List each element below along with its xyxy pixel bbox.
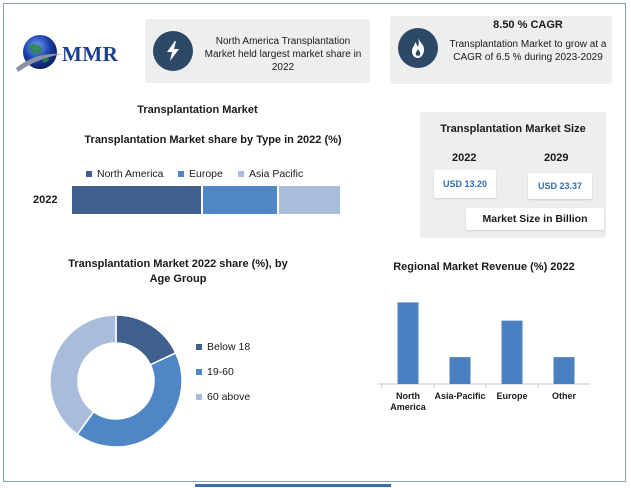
type-chart-bar	[72, 186, 342, 214]
type-bar-segment-1	[202, 186, 277, 214]
legend-swatch	[196, 394, 202, 400]
regional-bar-chart	[378, 302, 590, 388]
market-size-card: Transplantation Market Size 2022 2029 US…	[420, 112, 606, 238]
regional-bar-2	[501, 320, 523, 384]
regional-category-label-0: North America	[390, 391, 426, 412]
legend-label: 19-60	[207, 366, 234, 378]
donut-slice-1	[76, 351, 183, 448]
age-legend-item-2: 60 above	[196, 391, 250, 403]
age-donut-chart	[49, 314, 183, 448]
highlight-card-north-america: North America Transplantation Market hel…	[145, 19, 370, 83]
mmr-logo: MMR	[14, 32, 124, 82]
regional-bar-1	[449, 357, 471, 384]
globe-icon	[16, 35, 62, 72]
market-size-year-2029: 2029	[544, 152, 569, 164]
cagr-card: 8.50 % CAGR Transplantation Market to gr…	[390, 16, 612, 84]
flame-icon	[398, 28, 438, 68]
regional-category-label-2: Europe	[496, 391, 528, 401]
market-size-value-2029: USD 23.37	[528, 173, 592, 199]
lightning-icon	[153, 31, 193, 71]
legend-swatch	[86, 171, 92, 177]
legend-label: North America	[97, 168, 164, 180]
cagr-text: Transplantation Market to grow at a CAGR…	[449, 39, 607, 63]
logo-text: MMR	[62, 42, 119, 66]
type-chart-category-label: 2022	[33, 194, 58, 206]
regional-category-label-3: Other	[551, 391, 576, 401]
type-chart-title: Transplantation Market share by Type in …	[84, 134, 342, 146]
legend-swatch	[238, 171, 244, 177]
type-legend-item-0: North America	[86, 168, 164, 180]
market-size-year-2022: 2022	[452, 152, 477, 164]
highlight-text: North America Transplantation Market hel…	[204, 36, 362, 73]
main-title: Transplantation Market	[137, 104, 258, 116]
market-size-title: Transplantation Market Size	[440, 123, 586, 135]
market-size-value-2022: USD 13.20	[434, 170, 496, 198]
regional-chart-title: Regional Market Revenue (%) 2022	[393, 261, 575, 273]
legend-swatch	[196, 369, 202, 375]
infographic-frame	[3, 3, 626, 482]
type-legend-item-1: Europe	[178, 168, 223, 180]
legend-label: Europe	[189, 168, 223, 180]
age-chart-title: Transplantation Market 2022 share (%), b…	[68, 258, 288, 285]
legend-label: 60 above	[207, 391, 251, 403]
legend-label: Asia Pacific	[249, 168, 304, 180]
age-legend-item-1: 19-60	[196, 366, 234, 378]
donut-slice-2	[49, 314, 117, 436]
cagr-title: 8.50 % CAGR	[493, 19, 563, 31]
market-size-footer: Market Size in Billion	[466, 208, 604, 230]
legend-label: Below 18	[207, 341, 251, 353]
legend-swatch	[196, 344, 202, 350]
legend-swatch	[178, 171, 184, 177]
footer-accent-line	[195, 484, 391, 487]
type-legend-item-2: Asia Pacific	[238, 168, 303, 180]
regional-bar-3	[553, 357, 575, 384]
regional-category-label-1: Asia-Pacific	[434, 391, 486, 401]
type-bar-segment-2	[278, 186, 340, 214]
age-legend-item-0: Below 18	[196, 341, 250, 353]
regional-bar-0	[397, 302, 419, 384]
type-bar-segment-0	[72, 186, 201, 214]
